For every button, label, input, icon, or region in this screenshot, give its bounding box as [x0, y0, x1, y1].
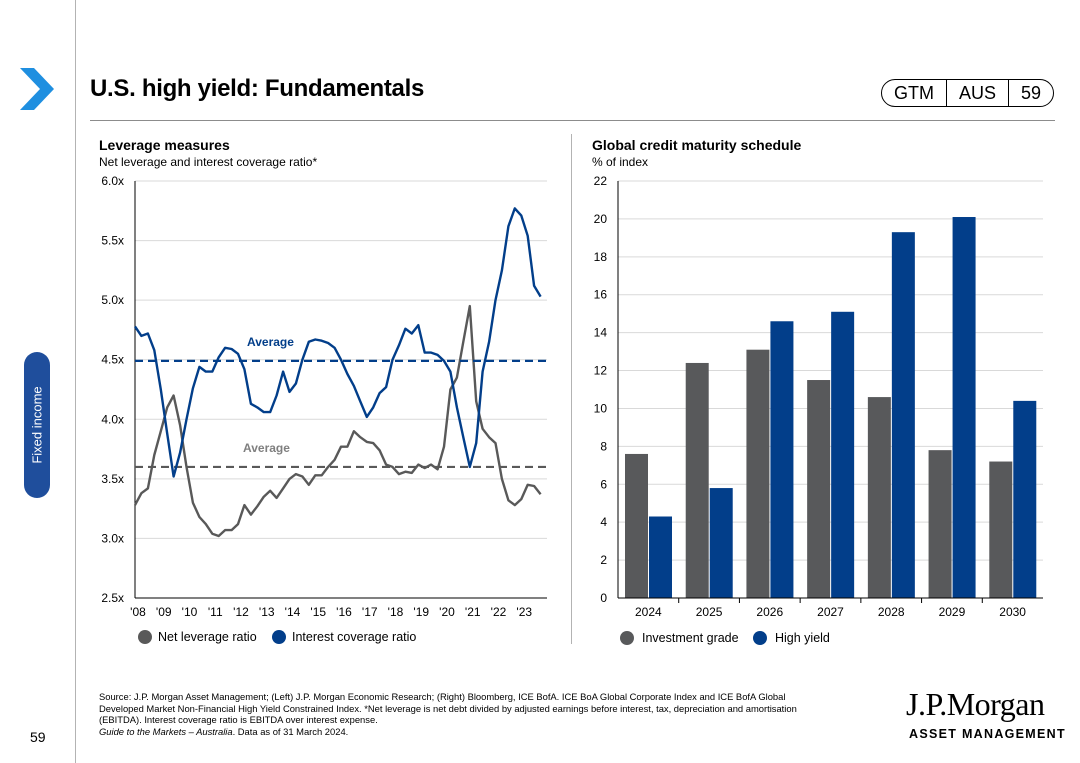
page-number: 59 — [30, 729, 46, 745]
source-date: . Data as of 31 March 2024. — [232, 725, 349, 737]
y-tick-label: 4.0x — [101, 412, 124, 426]
source-line-3: (EBITDA). Interest coverage ratio is EBI… — [99, 714, 378, 726]
x-tick-label: '08 — [130, 605, 146, 619]
y-tick-label: 4 — [600, 515, 607, 529]
high-yield-bar — [709, 488, 733, 598]
legend-marker — [272, 630, 286, 644]
right-chart-subtitle: % of index — [592, 155, 649, 169]
x-tick-label: '20 — [439, 605, 455, 619]
x-tick-label: '18 — [388, 605, 404, 619]
left-chart-title: Leverage measures — [99, 137, 230, 153]
net-leverage-series — [133, 304, 542, 538]
x-tick-label: '17 — [362, 605, 378, 619]
source-line-1: Source: J.P. Morgan Asset Management; (L… — [99, 691, 786, 702]
left-chart-subtitle: Net leverage and interest coverage ratio… — [99, 155, 318, 169]
coverage-average-label: Average — [247, 335, 294, 349]
leverage-average-label: Average — [243, 441, 290, 455]
y-tick-label: 4.5x — [101, 353, 124, 367]
high-yield-bar — [831, 311, 855, 598]
y-tick-label: 6 — [600, 477, 607, 491]
y-tick-label: 3.5x — [101, 472, 124, 486]
legend-marker — [753, 631, 767, 645]
x-tick-label: 2026 — [756, 605, 783, 619]
right-chart-title: Global credit maturity schedule — [592, 137, 802, 153]
badge-page: 59 — [1008, 80, 1053, 106]
left-margin-line — [75, 0, 76, 763]
investment-grade-bar — [685, 362, 709, 598]
interest-coverage-series — [134, 207, 542, 478]
y-tick-label: 6.0x — [101, 174, 124, 188]
investment-grade-bar — [928, 450, 952, 598]
x-tick-label: 2028 — [878, 605, 905, 619]
y-tick-label: 2 — [600, 553, 607, 567]
high-yield-bar — [891, 232, 915, 598]
x-tick-label: '13 — [259, 605, 275, 619]
badge-region: AUS — [946, 80, 1008, 106]
x-tick-label: '19 — [413, 605, 429, 619]
title-divider — [90, 120, 1055, 121]
y-tick-label: 12 — [594, 364, 608, 378]
y-tick-label: 10 — [594, 401, 608, 415]
legend-marker — [620, 631, 634, 645]
source-publication: Guide to the Markets – Australia — [99, 725, 233, 737]
investment-grade-bar — [989, 461, 1013, 598]
legend-label: Investment grade — [642, 631, 739, 645]
page-title: U.S. high yield: Fundamentals — [90, 75, 425, 102]
investment-grade-bar — [807, 380, 831, 598]
badge-gtm: GTM — [894, 83, 934, 103]
x-tick-label: '09 — [156, 605, 172, 619]
investment-grade-bar — [625, 453, 648, 598]
legend-label: Net leverage ratio — [158, 630, 257, 644]
y-tick-label: 20 — [594, 212, 608, 226]
y-tick-label: 0 — [600, 591, 607, 605]
x-tick-label: '21 — [465, 605, 481, 619]
high-yield-bar — [770, 321, 794, 598]
y-tick-label: 5.0x — [101, 293, 124, 307]
y-tick-label: 8 — [600, 439, 607, 453]
x-tick-label: 2030 — [999, 605, 1026, 619]
x-tick-label: '15 — [310, 605, 326, 619]
chart-divider — [571, 134, 572, 644]
x-tick-label: '14 — [285, 605, 301, 619]
x-tick-label: 2027 — [817, 605, 844, 619]
investment-grade-bar — [867, 397, 891, 598]
legend-label: Interest coverage ratio — [292, 630, 416, 644]
y-tick-label: 18 — [594, 250, 608, 264]
jpmorgan-logo: J.P.Morgan — [906, 686, 1045, 722]
x-tick-label: '23 — [516, 605, 532, 619]
x-tick-label: '10 — [182, 605, 198, 619]
y-tick-label: 5.5x — [101, 234, 124, 248]
section-tab[interactable]: Fixed income — [24, 352, 50, 498]
gtm-badge: GTM AUS 59 — [881, 79, 1055, 107]
y-tick-label: 3.0x — [101, 531, 124, 545]
y-tick-label: 22 — [594, 174, 608, 188]
y-tick-label: 14 — [594, 326, 608, 340]
x-tick-label: 2024 — [635, 605, 662, 619]
high-yield-bar — [1013, 400, 1037, 598]
x-tick-label: '11 — [208, 605, 223, 619]
x-tick-label: '22 — [491, 605, 507, 619]
x-tick-label: 2029 — [939, 605, 966, 619]
x-tick-label: '12 — [233, 605, 249, 619]
y-tick-label: 16 — [594, 288, 608, 302]
x-tick-label: '16 — [336, 605, 352, 619]
asset-management-logo: ASSET MANAGEMENT — [909, 727, 1066, 741]
y-tick-label: 2.5x — [101, 591, 124, 605]
legend-marker — [138, 630, 152, 644]
legend-label: High yield — [775, 631, 830, 645]
chevron-right-icon — [20, 68, 54, 110]
x-tick-label: 2025 — [696, 605, 723, 619]
high-yield-bar — [649, 516, 672, 598]
source-line-2: Developed Market Non-Financial High Yiel… — [99, 702, 797, 714]
source-note: Source: J.P. Morgan Asset Management; (L… — [99, 691, 889, 737]
high-yield-bar — [952, 217, 976, 598]
investment-grade-bar — [746, 349, 770, 598]
